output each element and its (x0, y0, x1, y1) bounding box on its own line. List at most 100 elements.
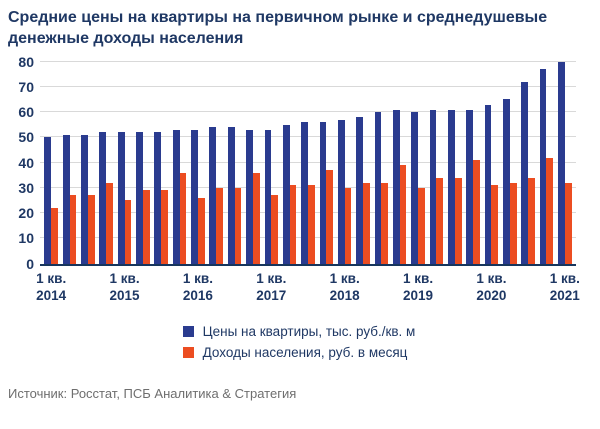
bar (491, 185, 499, 264)
bar (282, 124, 290, 264)
bar-group (446, 62, 464, 264)
legend: Цены на квартиры, тыс. руб./кв. м Доходы… (182, 324, 416, 360)
x-slot (354, 270, 372, 306)
bar (252, 172, 260, 264)
bar (62, 134, 70, 264)
y-tick-label: 70 (18, 78, 34, 95)
bar-group (152, 62, 170, 264)
gridline (40, 60, 576, 62)
bar (161, 190, 169, 264)
bar (216, 187, 224, 264)
x-tick-label: 1 кв. 2016 (182, 270, 213, 304)
bar-group (115, 62, 133, 264)
bar (307, 185, 315, 264)
gridline (40, 161, 576, 163)
bar (197, 197, 205, 264)
bar (209, 127, 217, 264)
bar (411, 112, 419, 264)
y-axis: 0 10 20 30 40 50 60 70 80 (8, 55, 40, 271)
x-tick-label: 1 кв. 2014 (36, 270, 67, 304)
bar (172, 129, 180, 264)
bar (521, 81, 529, 264)
bar-group (134, 62, 152, 264)
bar (136, 132, 143, 264)
bar-group (207, 62, 225, 264)
x-slot (519, 270, 537, 306)
bar-group (317, 62, 335, 264)
bar (363, 182, 370, 264)
bar (51, 208, 58, 264)
bar (227, 127, 235, 264)
bar (564, 182, 572, 264)
x-slot (152, 270, 170, 306)
legend-item-incomes: Доходы населения, руб. в месяц (182, 344, 416, 360)
legend-label-incomes: Доходы населения, руб. в месяц (202, 344, 408, 360)
gridline (40, 85, 576, 87)
x-slot: 1 кв. 2015 (110, 270, 140, 306)
bar (509, 182, 517, 264)
bar-group (372, 62, 390, 264)
x-slot (79, 270, 97, 306)
bar-group (464, 62, 482, 264)
bar-group (519, 62, 537, 264)
x-tick-label: 1 кв. 2018 (329, 270, 360, 304)
plot-wrap: 1 кв. 2014 1 кв. 2015 1 кв. 2016 1 кв. 2017 1 кв… (36, 60, 580, 306)
x-slot (280, 270, 298, 306)
y-tick-label: 10 (18, 230, 34, 247)
y-tick-label: 20 (18, 205, 34, 222)
x-slot (446, 270, 464, 306)
bar-group (299, 62, 317, 264)
bar (356, 117, 364, 264)
x-slot (372, 270, 390, 306)
bar (319, 122, 327, 264)
bar-group (60, 62, 78, 264)
bar (81, 134, 88, 264)
bar (271, 195, 279, 264)
chart-title: Средние цены на квартиры на первичном ры… (8, 9, 548, 47)
bar (142, 190, 150, 264)
bar (546, 157, 554, 264)
bar (301, 122, 308, 264)
bar (502, 99, 510, 264)
bar-group (42, 62, 60, 264)
bar-group (79, 62, 97, 264)
bar (429, 109, 437, 264)
legend-item-prices: Цены на квартиры, тыс. руб./кв. м (182, 324, 415, 339)
bar (484, 104, 492, 264)
legend-swatch-prices (182, 325, 194, 337)
bar-group (427, 62, 445, 264)
x-tick-label: 1 кв. 2015 (109, 270, 140, 304)
bar (392, 109, 400, 264)
bar-group (280, 62, 298, 264)
bar (234, 187, 242, 264)
x-slot: 1 кв. 2021 (550, 270, 580, 306)
bar (436, 177, 444, 264)
bar (99, 132, 107, 264)
source-note: Источник: Росстат, ПСБ Аналитика & Страт… (8, 385, 297, 401)
y-tick-label: 0 (26, 255, 34, 272)
bar (44, 137, 52, 264)
x-axis: 1 кв. 2014 1 кв. 2015 1 кв. 2016 1 кв. 2017 1 кв… (36, 270, 580, 306)
bar-group (244, 62, 262, 264)
x-slot (427, 270, 445, 306)
x-slot (501, 270, 519, 306)
x-slot (299, 270, 317, 306)
bar (374, 112, 382, 264)
bar (466, 109, 474, 264)
y-tick-label: 80 (18, 53, 34, 70)
bar (289, 185, 297, 264)
plot-area (40, 60, 576, 266)
x-slot (207, 270, 225, 306)
bar (473, 160, 480, 264)
bar (191, 129, 198, 264)
x-slot (134, 270, 152, 306)
bar-group (409, 62, 427, 264)
bar-group (225, 62, 243, 264)
bar (154, 132, 162, 264)
x-slot: 1 кв. 2014 (36, 270, 66, 306)
bar-chart: 0 10 20 30 40 50 60 70 80 1 кв. 2014 1 кв. 2015 1 кв… (8, 55, 590, 306)
bar (117, 132, 125, 264)
y-tick-label: 30 (18, 179, 34, 196)
bars-layer (40, 61, 576, 264)
bar (264, 129, 272, 264)
